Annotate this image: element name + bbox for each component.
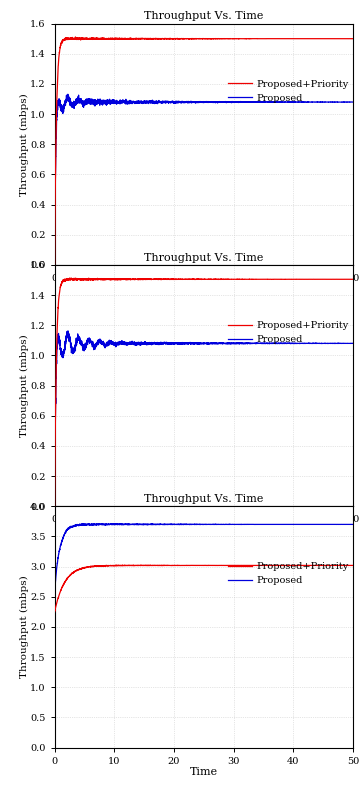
Line: Proposed: Proposed — [55, 331, 353, 509]
Text: (a) Video Traffic: (a) Video Traffic — [155, 309, 252, 321]
Legend: Proposed+Priority, Proposed: Proposed+Priority, Proposed — [228, 563, 348, 586]
Proposed+Priority — [167, 35, 171, 44]
Proposed — [180, 519, 184, 529]
Proposed+Priority — [73, 32, 78, 42]
Proposed+Priority — [313, 560, 317, 570]
Proposed+Priority — [167, 560, 171, 570]
Proposed+Priority — [351, 34, 355, 43]
Proposed+Priority — [52, 259, 57, 268]
Proposed+Priority — [313, 275, 317, 284]
X-axis label: Time: Time — [190, 526, 218, 536]
Proposed+Priority — [351, 560, 355, 570]
Proposed+Priority — [52, 501, 57, 510]
Proposed+Priority — [180, 34, 184, 43]
Proposed+Priority — [180, 560, 184, 570]
Title: Throughput Vs. Time: Throughput Vs. Time — [144, 12, 264, 21]
Proposed+Priority — [180, 275, 184, 284]
Proposed+Priority — [167, 275, 171, 284]
Line: Proposed: Proposed — [55, 523, 353, 594]
Y-axis label: Throughput (mbps): Throughput (mbps) — [19, 334, 28, 437]
X-axis label: Time: Time — [190, 767, 218, 777]
Proposed — [167, 338, 171, 348]
X-axis label: Time: Time — [190, 284, 218, 294]
Proposed — [66, 90, 70, 99]
Proposed+Priority — [87, 34, 91, 43]
Proposed — [104, 341, 108, 350]
Proposed — [180, 338, 184, 348]
Y-axis label: Throughput (mbps): Throughput (mbps) — [19, 93, 28, 196]
Proposed — [351, 519, 355, 529]
Proposed — [345, 519, 349, 529]
Y-axis label: Throughput (mbps): Throughput (mbps) — [20, 575, 29, 678]
Proposed+Priority — [104, 34, 108, 43]
Proposed — [313, 98, 317, 107]
Line: Proposed+Priority: Proposed+Priority — [55, 278, 353, 505]
Proposed — [351, 338, 355, 348]
Proposed+Priority — [345, 34, 349, 43]
Proposed — [52, 589, 57, 599]
Proposed — [313, 338, 317, 348]
Proposed — [87, 520, 91, 530]
Proposed+Priority — [104, 275, 108, 284]
Proposed — [313, 519, 317, 529]
Line: Proposed+Priority: Proposed+Priority — [55, 37, 353, 264]
Proposed+Priority — [313, 34, 317, 43]
Proposed+Priority — [52, 608, 57, 617]
Proposed — [345, 338, 349, 348]
Proposed — [351, 98, 355, 107]
Proposed — [104, 519, 108, 529]
Proposed+Priority — [351, 275, 355, 284]
Proposed — [66, 327, 70, 336]
Proposed — [87, 94, 91, 104]
Proposed — [167, 97, 171, 106]
Proposed — [87, 337, 91, 346]
Proposed — [180, 98, 184, 107]
Proposed+Priority — [345, 560, 349, 570]
Title: Throughput Vs. Time: Throughput Vs. Time — [144, 494, 264, 504]
Proposed — [167, 519, 171, 529]
Proposed+Priority — [87, 275, 91, 284]
Proposed+Priority — [69, 273, 74, 283]
Legend: Proposed+Priority, Proposed: Proposed+Priority, Proposed — [228, 79, 348, 102]
Proposed — [52, 504, 57, 514]
Proposed+Priority — [87, 562, 91, 571]
Proposed — [80, 519, 85, 528]
Proposed+Priority — [345, 275, 349, 284]
Proposed+Priority — [104, 561, 108, 571]
Proposed+Priority — [122, 560, 127, 570]
Title: Throughput Vs. Time: Throughput Vs. Time — [144, 253, 264, 263]
Line: Proposed+Priority: Proposed+Priority — [55, 565, 353, 612]
Text: (b) Audio Traffic: (b) Audio Traffic — [155, 550, 253, 563]
Proposed — [345, 98, 349, 107]
Legend: Proposed+Priority, Proposed: Proposed+Priority, Proposed — [228, 321, 348, 344]
Proposed — [52, 264, 57, 273]
Proposed — [104, 101, 108, 110]
Line: Proposed: Proposed — [55, 94, 353, 268]
